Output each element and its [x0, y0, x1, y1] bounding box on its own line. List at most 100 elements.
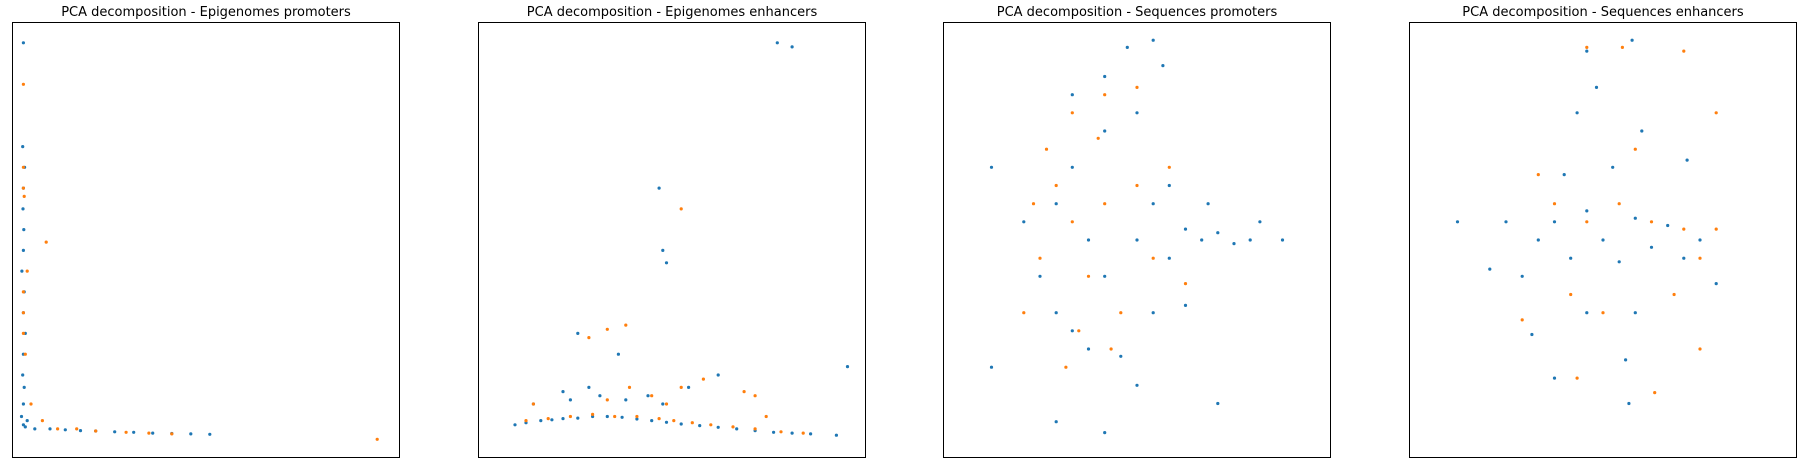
scatter-point	[1054, 202, 1058, 206]
scatter-point	[21, 331, 25, 335]
scatter-point	[1280, 238, 1285, 242]
scatter-point	[44, 240, 48, 244]
scatter-point	[1151, 38, 1155, 42]
scatter-point	[1167, 165, 1171, 169]
scatter-point	[657, 417, 661, 421]
scatter-point	[742, 390, 746, 394]
scatter-point	[1714, 111, 1718, 115]
scatter-point	[21, 311, 25, 315]
scatter-point	[1070, 111, 1074, 115]
scatter-point	[1698, 256, 1702, 260]
scatter-point	[1624, 358, 1628, 362]
chart-panel-epigenomes-promoters: PCA decomposition - Epigenomes promoters	[12, 0, 400, 468]
scatter-point	[1682, 49, 1686, 53]
chart-title: PCA decomposition - Sequences enhancers	[1462, 5, 1744, 20]
scatter-point	[1488, 267, 1492, 271]
scatter-point	[56, 427, 60, 431]
scatter-point	[21, 423, 25, 427]
scatter-point	[75, 427, 79, 431]
scatter-point	[627, 385, 632, 389]
scatter-point	[29, 402, 33, 406]
scatter-point	[1714, 227, 1718, 231]
scatter-point	[1617, 260, 1621, 264]
scatter-point	[1038, 256, 1042, 260]
axes-frame	[943, 22, 1331, 458]
scatter-point	[672, 419, 676, 423]
scatter-point	[1216, 231, 1220, 235]
scatter-point	[25, 269, 29, 273]
scatter-point	[1086, 238, 1091, 242]
scatter-point	[1086, 274, 1091, 278]
scatter-point	[605, 398, 609, 402]
scatter-point	[1109, 347, 1113, 351]
scatter-point	[1569, 256, 1573, 260]
scatter-point	[1672, 292, 1676, 297]
scatter-point	[78, 429, 83, 433]
scatter-point	[22, 194, 26, 198]
scatter-point	[94, 429, 98, 433]
scatter-point	[616, 352, 620, 356]
scatter-point	[1054, 420, 1058, 424]
series-0	[513, 41, 850, 437]
scatter-point	[1698, 347, 1702, 351]
scatter-point	[664, 420, 669, 424]
scatter-point	[591, 412, 595, 416]
scatter-point	[1183, 303, 1188, 307]
scatter-point	[716, 373, 720, 377]
scatter-point	[1119, 354, 1123, 358]
scatter-point	[1070, 329, 1074, 333]
scatter-point	[132, 430, 136, 434]
scatter-point	[709, 423, 713, 427]
scatter-point	[208, 432, 212, 436]
scatter-point	[21, 402, 25, 406]
scatter-point	[1151, 256, 1155, 260]
scatter-point	[716, 425, 720, 429]
scatter-point	[1119, 311, 1123, 315]
series-1	[21, 82, 379, 441]
scatter-point	[624, 398, 628, 402]
series-1	[1520, 45, 1718, 395]
scatter-point	[1167, 183, 1171, 188]
scatter-point	[21, 145, 25, 149]
axes-frame	[12, 22, 400, 458]
scatter-point	[1096, 136, 1100, 140]
scatter-point	[1601, 311, 1605, 315]
scatter-point	[1630, 38, 1634, 42]
scatter-point	[1536, 173, 1540, 177]
scatter-point	[661, 402, 665, 406]
scatter-point	[1125, 45, 1129, 49]
scatter-point	[1031, 202, 1036, 206]
scatter-point	[25, 419, 29, 423]
scatter-point	[764, 414, 768, 419]
scatter-point	[513, 423, 517, 427]
scatter-point	[1086, 347, 1091, 351]
scatter-point	[1685, 158, 1689, 162]
scatter-point	[1682, 256, 1686, 260]
scatter-point	[124, 430, 128, 434]
scatter-point	[189, 432, 193, 436]
scatter-point	[1103, 274, 1107, 278]
scatter-point	[375, 437, 379, 441]
scatter-point	[539, 419, 543, 423]
scatter-point	[731, 425, 735, 429]
scatter-point	[568, 414, 572, 419]
scatter-point	[1070, 165, 1074, 169]
scatter-point	[1530, 332, 1534, 337]
scatter-point	[21, 290, 25, 294]
scatter-point	[1077, 329, 1081, 333]
scatter-point	[1520, 274, 1524, 278]
chart-title: PCA decomposition - Sequences promoters	[996, 5, 1278, 20]
scatter-point	[690, 421, 694, 425]
scatter-point	[679, 422, 683, 426]
scatter-point	[790, 45, 794, 49]
scatter-point	[1552, 220, 1557, 224]
scatter-point	[635, 417, 639, 421]
series-0	[989, 38, 1285, 435]
scatter-point	[1552, 202, 1557, 206]
scatter-point	[546, 417, 550, 421]
scatter-point	[1135, 183, 1139, 188]
scatter-point	[20, 269, 24, 273]
scatter-point	[664, 261, 669, 265]
axes-frame	[1409, 22, 1797, 458]
series-1	[524, 207, 805, 435]
